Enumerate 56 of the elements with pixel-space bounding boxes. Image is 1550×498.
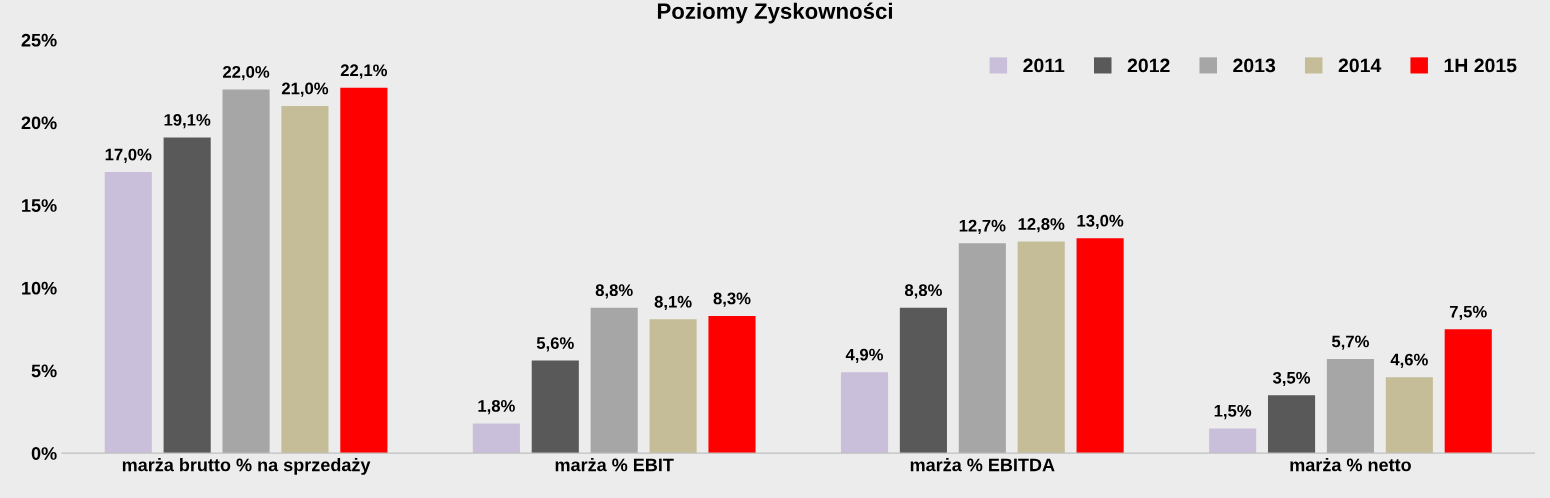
legend-label: 2012 xyxy=(1127,58,1170,73)
bar xyxy=(1076,238,1124,454)
bar xyxy=(1326,358,1374,454)
y-tick-label: 20% xyxy=(21,116,57,130)
data-label: 5,7% xyxy=(1331,335,1369,350)
data-label: 8,8% xyxy=(904,284,942,299)
bar xyxy=(1267,395,1316,454)
bar xyxy=(281,105,329,454)
bar xyxy=(899,307,947,454)
bar xyxy=(649,319,697,454)
y-tick-label: 10% xyxy=(22,281,57,295)
y-tick-label: 25% xyxy=(21,33,57,47)
y-tick-label: 15% xyxy=(22,199,57,212)
data-label: 19,1% xyxy=(164,113,211,129)
data-label: 17,0% xyxy=(105,148,152,163)
bar xyxy=(708,315,756,454)
bar xyxy=(163,137,211,454)
data-label: 8,1% xyxy=(654,295,692,311)
bar xyxy=(1209,428,1257,454)
data-label: 12,8% xyxy=(1018,218,1065,233)
chart-title: Poziomy Zyskowności xyxy=(657,2,892,24)
x-tick-label: marża % EBIT xyxy=(555,458,674,472)
data-label: 7,5% xyxy=(1449,305,1487,320)
data-label: 22,0% xyxy=(223,66,270,81)
data-label: 4,6% xyxy=(1390,353,1428,368)
legend-label: 2013 xyxy=(1233,58,1276,73)
data-label: 21,0% xyxy=(281,82,329,97)
data-label: 13,0% xyxy=(1077,214,1124,230)
legend-label: 2014 xyxy=(1338,58,1382,73)
bar xyxy=(840,372,889,454)
x-tick-label: marża % netto xyxy=(1290,458,1411,472)
legend-label: 2011 xyxy=(1023,58,1065,73)
data-label: 8,8% xyxy=(595,284,633,299)
x-tick-label: marża brutto % na sprzedaży xyxy=(122,458,371,475)
bar xyxy=(472,423,520,454)
bar xyxy=(222,89,270,454)
y-tick-label: 0% xyxy=(31,447,57,460)
bar xyxy=(1385,377,1433,454)
legend-label: 1H 2015 xyxy=(1444,58,1517,73)
data-label: 12,7% xyxy=(959,219,1006,234)
bar xyxy=(104,172,152,454)
x-tick-label: marża % EBITDA xyxy=(910,458,1055,472)
data-label: 22,1% xyxy=(340,64,388,79)
data-label: 4,9% xyxy=(845,348,884,363)
y-tick-label: 5% xyxy=(31,364,57,378)
data-label: 1,5% xyxy=(1214,404,1252,420)
bar xyxy=(531,360,579,454)
data-label: 3,5% xyxy=(1272,371,1311,387)
bar xyxy=(1017,241,1065,454)
bar xyxy=(590,307,638,454)
data-label: 1,8% xyxy=(478,399,515,415)
bar xyxy=(340,87,388,454)
bar xyxy=(1444,329,1492,454)
data-label: 8,3% xyxy=(713,292,751,307)
data-label: 5,6% xyxy=(536,337,574,352)
bar xyxy=(958,243,1006,454)
